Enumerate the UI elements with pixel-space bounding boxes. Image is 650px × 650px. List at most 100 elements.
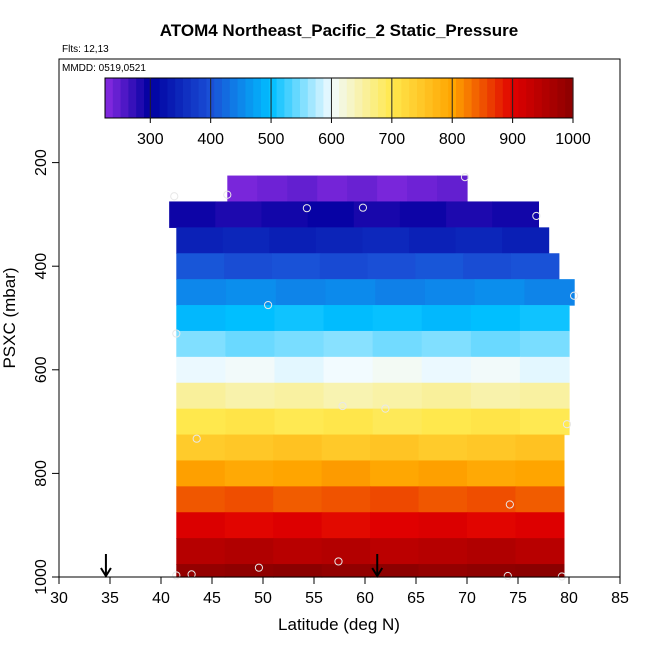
sample-points (170, 173, 579, 581)
heatmap-cell (421, 330, 472, 358)
heatmap-cell (467, 434, 517, 462)
colorbar-swatch (526, 78, 535, 118)
heatmap-cell (519, 382, 570, 410)
heatmap-cell (515, 564, 565, 578)
colorbar-swatch (214, 78, 223, 118)
heatmap-cell (176, 408, 226, 436)
heatmap-cell (261, 201, 309, 228)
colorbar-swatch (510, 78, 519, 118)
colorbar-swatch (362, 78, 371, 118)
colorbar-swatch (245, 78, 254, 118)
heatmap-cell (273, 434, 323, 462)
heatmap-cell (347, 175, 378, 203)
heatmap-cell (321, 512, 371, 539)
x-tick-label: 30 (50, 590, 68, 607)
heatmap-cell (372, 330, 423, 358)
heatmap-cell (176, 486, 226, 513)
colorbar-swatch (222, 78, 231, 118)
colorbar-tick-label: 900 (499, 131, 526, 148)
x-tick-label: 50 (254, 590, 272, 607)
colorbar-tick-label: 600 (318, 131, 345, 148)
colorbar-swatch (112, 78, 122, 118)
heatmap-cell (275, 279, 327, 306)
heatmap-cell (421, 356, 472, 384)
heatmap-cell (323, 305, 374, 332)
colorbar-swatch (323, 78, 332, 118)
colorbar-tick-label: 1000 (555, 131, 591, 148)
y-tick-label: 600 (33, 356, 50, 383)
heatmap-cell (463, 253, 512, 280)
heatmap-cell (502, 227, 550, 254)
heatmap-cell (273, 564, 323, 578)
sample-point (338, 401, 347, 411)
y-axis: 200 400 600 800 1000 (33, 149, 59, 595)
heatmap-cell (225, 408, 276, 436)
colorbar-swatch (237, 78, 246, 118)
heatmap-cell (269, 227, 317, 254)
heatmap-cell (274, 356, 325, 384)
heatmap-cell (321, 486, 371, 513)
heatmap-cell (321, 564, 371, 578)
heatmap-cell (519, 356, 570, 384)
sample-point (532, 211, 541, 221)
heatmap-cell (271, 253, 321, 280)
colorbar-swatch (401, 78, 410, 118)
sample-point (223, 190, 232, 199)
heatmap-cell (370, 460, 420, 487)
sample-point (503, 571, 512, 581)
heatmap-cell (362, 227, 410, 254)
heatmap-cell (370, 486, 420, 513)
sample-point (264, 300, 273, 310)
heatmap-cell (273, 512, 323, 539)
heatmap-cell (224, 512, 274, 539)
heatmap-cell (370, 538, 420, 565)
heatmap-cell (274, 330, 325, 358)
heatmap-cell (319, 253, 369, 280)
sample-point (192, 434, 201, 443)
colorbar-swatch (175, 78, 184, 118)
colorbar-swatch (105, 78, 114, 118)
colorbar-swatch (144, 78, 153, 118)
heatmap-cell (515, 512, 565, 539)
heatmap-cell (273, 486, 323, 513)
heatmap-cell (176, 434, 226, 462)
y-tick-label: 1000 (33, 559, 50, 595)
heatmap-cell (287, 175, 318, 203)
heatmap-cell (323, 356, 374, 384)
sample-point (172, 329, 181, 338)
x-axis-label: Latitude (deg N) (278, 615, 400, 634)
heatmap-cell (273, 538, 323, 565)
heatmap-cell (515, 538, 565, 565)
colorbar-swatch (432, 78, 441, 118)
heatmap-cell (467, 538, 517, 565)
colorbar-tick-label: 700 (378, 131, 405, 148)
arrow-head (100, 567, 112, 578)
heatmap-cell (415, 253, 464, 280)
colorbar-swatch (276, 78, 285, 118)
colorbar-tick-label: 300 (137, 131, 164, 148)
colorbar-swatch (151, 78, 161, 118)
mmdd-label: MMDD: 0519,0521 (62, 63, 146, 74)
heatmap-cell (372, 408, 423, 436)
heatmap-cell (323, 330, 374, 358)
colorbar-swatch (541, 78, 551, 118)
heatmap-cell (418, 512, 468, 539)
heatmap-cell (257, 175, 288, 203)
heatmap-cell (474, 279, 525, 306)
colorbar-swatch (385, 78, 395, 118)
heatmap-cell (375, 279, 426, 306)
heatmap-cell (274, 408, 325, 436)
heatmap-cell (222, 227, 270, 254)
colorbar-swatch (502, 78, 512, 118)
heatmap-cell (470, 330, 521, 358)
heatmap-cell (370, 512, 420, 539)
colorbar-swatch (331, 78, 340, 118)
heatmap-cell (515, 460, 565, 487)
colorbar-swatch (518, 78, 527, 118)
heatmap-cell (224, 434, 274, 462)
sample-point (570, 291, 579, 300)
heatmap-cell (321, 538, 371, 565)
heatmap-cell (317, 175, 348, 203)
heatmap-cell (470, 408, 521, 436)
